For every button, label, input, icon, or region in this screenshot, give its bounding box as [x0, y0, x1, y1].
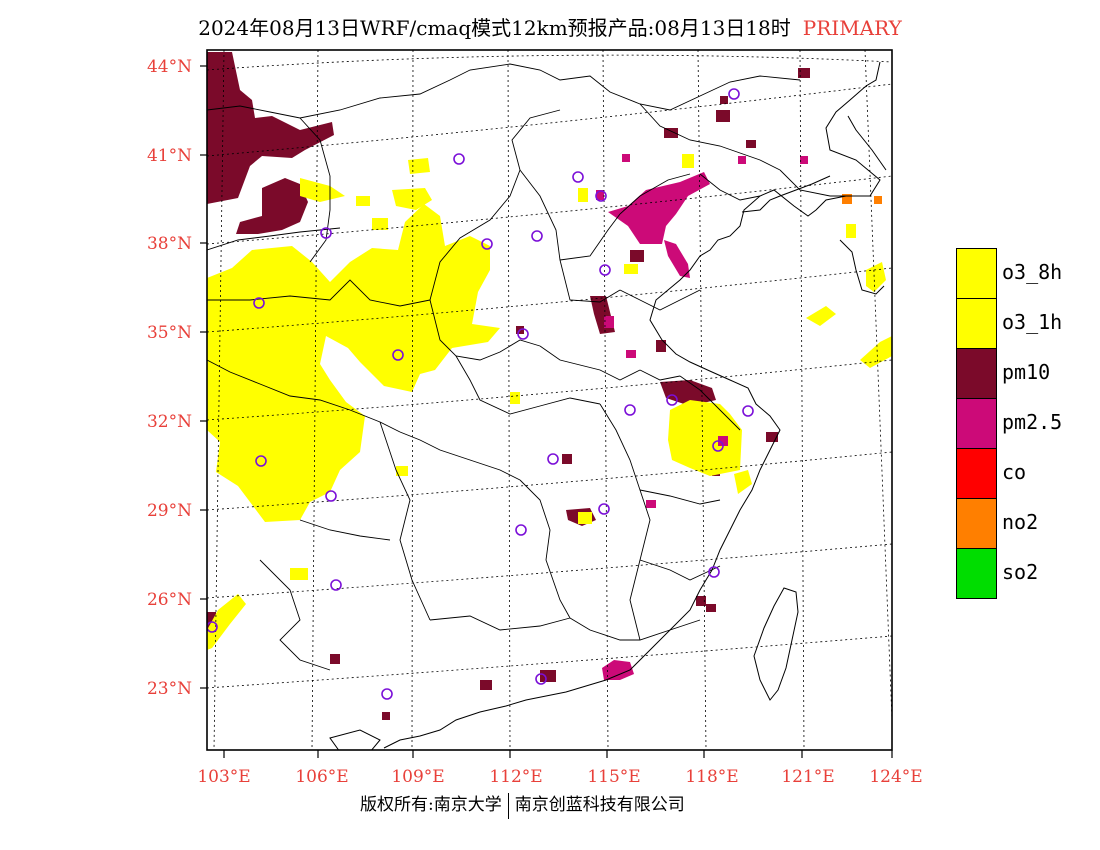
lon-label: 121°E	[781, 767, 834, 787]
legend-swatch	[956, 548, 997, 599]
lon-label: 124°E	[869, 767, 922, 787]
site-circle	[453, 153, 465, 165]
legend-label: so2	[1002, 560, 1039, 584]
site-circle	[481, 238, 493, 250]
legend-label: o3_1h	[1002, 310, 1063, 334]
legend-label: o3_8h	[1002, 260, 1063, 284]
site-circle	[599, 264, 611, 276]
taiwan-island	[753, 587, 799, 701]
site-circle	[255, 455, 267, 467]
site-circle	[708, 566, 720, 578]
site-circle	[598, 503, 610, 515]
legend-swatch	[956, 448, 997, 499]
map-title: 2024年08月13日WRF/cmaq模式12km预报产品:08月13日18时 P…	[0, 12, 1100, 41]
site-circle	[392, 349, 404, 361]
site-circle	[515, 524, 527, 536]
lon-label: 106°E	[295, 767, 348, 787]
legend-label: pm2.5	[1002, 410, 1063, 434]
site-circle	[742, 405, 754, 417]
map-body	[207, 50, 892, 750]
province-boundaries	[207, 63, 860, 671]
site-circle	[572, 171, 584, 183]
no2-field	[842, 194, 882, 204]
site-circle	[330, 579, 342, 591]
lat-label: 35°N	[147, 323, 192, 343]
copyright-left: 版权所有:南京大学	[360, 795, 502, 815]
legend-swatch	[956, 498, 997, 549]
site-circle	[547, 453, 559, 465]
site-circle	[381, 688, 393, 700]
lat-label: 41°N	[147, 146, 192, 166]
site-circle	[320, 227, 332, 239]
lon-label: 115°E	[587, 767, 640, 787]
site-circle	[712, 440, 724, 452]
site-circle	[595, 190, 607, 202]
run-label: PRIMARY	[802, 16, 902, 40]
lat-label: 29°N	[147, 501, 192, 521]
lat-label: 32°N	[147, 412, 192, 432]
lat-label: 26°N	[147, 590, 192, 610]
site-circle	[728, 88, 740, 100]
legend-swatch	[956, 348, 997, 399]
legend-swatch	[956, 248, 997, 299]
title-text: 2024年08月13日WRF/cmaq模式12km预报产品:08月13日18时	[198, 16, 791, 40]
graticule	[207, 50, 892, 750]
copyright-footer: 版权所有:南京大学 南京创蓝科技有限公司	[360, 790, 685, 819]
monitoring-sites	[207, 88, 754, 700]
legend-label: co	[1002, 460, 1027, 484]
coastline	[383, 61, 887, 749]
pm25-field	[596, 154, 808, 680]
site-circle	[253, 297, 265, 309]
legend-label: pm10	[1002, 360, 1051, 384]
lat-label: 44°N	[147, 57, 192, 77]
o3-field	[207, 154, 892, 650]
legend-swatch	[956, 398, 997, 449]
lon-label: 112°E	[489, 767, 542, 787]
axis-ticks	[200, 65, 893, 758]
site-circle	[666, 394, 678, 406]
legend-swatch	[956, 298, 997, 349]
lat-label: 23°N	[147, 679, 192, 699]
lon-label: 109°E	[391, 767, 444, 787]
site-circle	[535, 673, 547, 685]
lat-label: 38°N	[147, 234, 192, 254]
site-circle	[531, 230, 543, 242]
longitude-labels: 103°E 106°E 109°E 112°E 115°E 118°E 121°…	[197, 767, 922, 787]
copyright-right: 南京创蓝科技有限公司	[514, 795, 685, 815]
legend-label: no2	[1002, 510, 1039, 534]
site-circle	[325, 490, 337, 502]
site-circle	[624, 404, 636, 416]
map-frame	[206, 49, 893, 751]
latitude-labels: 44°N 41°N 38°N 35°N 32°N 29°N 26°N 23°N	[147, 57, 192, 699]
site-circle	[207, 621, 218, 633]
footer-divider	[507, 792, 509, 819]
hainan-island	[329, 729, 381, 750]
site-circle	[517, 328, 529, 340]
lon-label: 103°E	[197, 767, 250, 787]
lon-label: 118°E	[685, 767, 738, 787]
